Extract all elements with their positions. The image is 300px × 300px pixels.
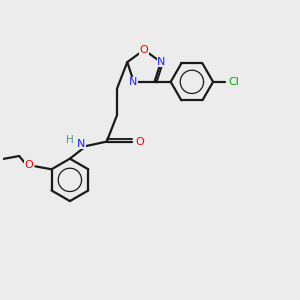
Text: N: N: [157, 56, 166, 67]
Text: O: O: [25, 160, 33, 170]
Text: O: O: [140, 45, 148, 55]
Text: N: N: [129, 77, 137, 87]
Text: N: N: [76, 139, 85, 149]
Text: H: H: [66, 134, 74, 145]
Text: O: O: [136, 136, 144, 147]
Text: Cl: Cl: [229, 77, 240, 87]
